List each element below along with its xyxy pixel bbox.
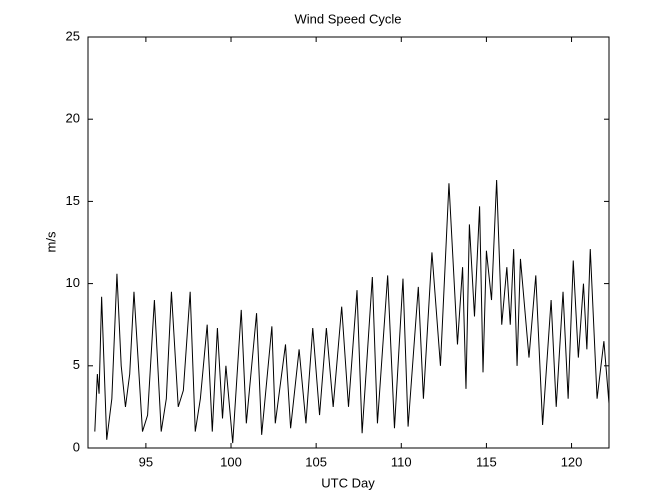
y-tick-label: 0 [73, 439, 80, 454]
y-tick-label: 15 [66, 193, 80, 208]
x-tick-label: 120 [561, 454, 583, 469]
x-tick-label: 115 [476, 454, 497, 469]
x-tick-label: 100 [220, 454, 242, 469]
x-axis-label: UTC Day [321, 475, 375, 490]
y-tick-label: 10 [66, 275, 80, 290]
x-tick-label: 105 [305, 454, 327, 469]
y-tick-label: 5 [73, 357, 80, 372]
y-tick-label: 25 [66, 28, 80, 43]
plot-frame [87, 36, 610, 449]
x-tick-label: 95 [139, 454, 153, 469]
y-axis-label: m/s [43, 231, 58, 252]
y-tick-label: 20 [66, 111, 80, 126]
data-line [94, 180, 610, 444]
x-tick-label: 110 [391, 454, 412, 469]
chart-title: Wind Speed Cycle [295, 11, 402, 26]
